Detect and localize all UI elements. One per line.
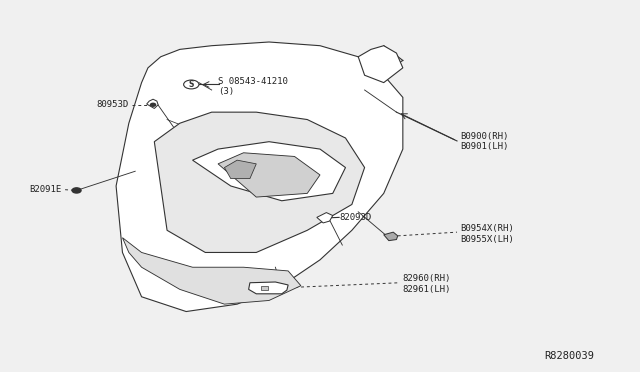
Polygon shape [358, 46, 403, 83]
Polygon shape [147, 99, 158, 109]
Text: S 08543-41210
(3): S 08543-41210 (3) [218, 77, 288, 96]
Text: B2091E: B2091E [29, 185, 62, 194]
Polygon shape [317, 212, 333, 223]
Text: B0900(RH)
B0901(LH): B0900(RH) B0901(LH) [460, 132, 509, 151]
Text: 82960(RH)
82961(LH): 82960(RH) 82961(LH) [403, 274, 451, 294]
Text: 82093D: 82093D [339, 213, 371, 222]
Polygon shape [122, 238, 301, 304]
Polygon shape [116, 42, 403, 311]
Polygon shape [154, 112, 365, 253]
Polygon shape [193, 142, 346, 201]
Text: R8280039: R8280039 [544, 351, 594, 361]
Circle shape [150, 103, 156, 106]
Text: B0954X(RH)
B0955X(LH): B0954X(RH) B0955X(LH) [460, 224, 514, 244]
Polygon shape [225, 160, 256, 179]
Text: S: S [189, 80, 194, 89]
Polygon shape [384, 232, 397, 241]
Circle shape [72, 188, 81, 193]
Circle shape [184, 80, 199, 89]
Polygon shape [261, 286, 268, 290]
Polygon shape [218, 153, 320, 197]
Polygon shape [248, 282, 288, 294]
Text: 80953D: 80953D [97, 100, 129, 109]
